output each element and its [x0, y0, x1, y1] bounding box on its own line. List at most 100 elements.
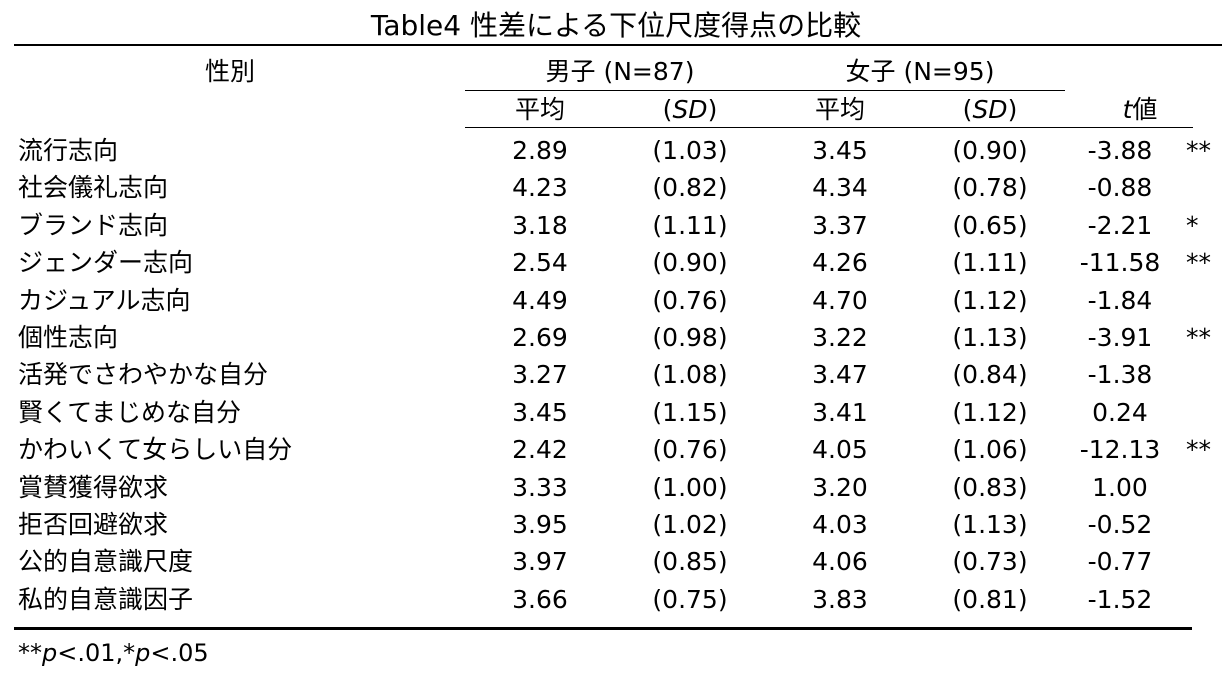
male-mean-cell: 3.18: [512, 211, 568, 240]
female-mean-cell: 4.05: [812, 435, 868, 464]
female-mean-cell: 4.70: [812, 286, 868, 315]
sd-symbol: SD: [972, 95, 1008, 124]
header-t-value: t値: [1080, 95, 1200, 125]
footnote: **p<.01,*p<.05: [18, 638, 209, 668]
female-mean-cell: 3.41: [812, 398, 868, 427]
female-sd-cell: (1.13): [952, 510, 1028, 539]
female-sd-cell: (0.81): [952, 585, 1028, 614]
significance-cell: *: [1186, 211, 1199, 240]
t-value-cell: -3.88: [1087, 136, 1153, 165]
male-sd-cell: (1.08): [652, 360, 728, 389]
t-value-cell: -3.91: [1087, 323, 1153, 352]
header-male-group: 男子 (N=87): [545, 57, 695, 86]
male-sd-cell: (0.90): [652, 248, 728, 277]
female-sd-cell: (0.73): [952, 547, 1028, 576]
male-sd-cell: (0.76): [652, 286, 728, 315]
male-mean-cell: 3.27: [512, 360, 568, 389]
footnote-threshold-2: <.05: [150, 639, 209, 667]
t-value-cell: -12.13: [1079, 435, 1161, 464]
significance-cell: **: [1186, 136, 1211, 165]
footnote-p-1: p: [42, 639, 58, 667]
male-sd-cell: (0.98): [652, 323, 728, 352]
row-label: 賞賛獲得欲求: [18, 473, 169, 502]
female-sd-cell: (1.11): [952, 248, 1028, 277]
male-mean-cell: 2.69: [512, 323, 568, 352]
female-mean-cell: 4.03: [812, 510, 868, 539]
female-sd-cell: (0.83): [952, 473, 1028, 502]
male-mean-cell: 3.66: [512, 585, 568, 614]
bottom-rule: [14, 627, 1192, 630]
footnote-stars-2: **: [18, 639, 42, 667]
female-mean-cell: 3.45: [812, 136, 868, 165]
t-value-cell: -1.84: [1087, 286, 1153, 315]
footnote-stars-1: *: [123, 639, 136, 667]
male-mean-cell: 2.54: [512, 248, 568, 277]
row-label: 個性志向: [18, 323, 119, 352]
table-title: Table4 性差による下位尺度得点の比較: [370, 9, 862, 42]
row-label: 公的自意識尺度: [18, 547, 194, 576]
male-sd-cell: (0.85): [652, 547, 728, 576]
female-mean-cell: 4.06: [812, 547, 868, 576]
male-sd-cell: (1.00): [652, 473, 728, 502]
female-sd-cell: (0.65): [952, 211, 1028, 240]
row-label: ブランド志向: [18, 211, 169, 240]
header-gender-label: 性別: [204, 57, 255, 86]
male-sd-cell: (1.03): [652, 136, 728, 165]
female-mean-cell: 4.34: [812, 173, 868, 202]
t-value-cell: 0.24: [1092, 398, 1148, 427]
female-mean-cell: 3.37: [812, 211, 868, 240]
row-label: 流行志向: [18, 136, 119, 165]
female-mean-cell: 3.20: [812, 473, 868, 502]
female-sd-cell: (1.13): [952, 323, 1028, 352]
female-sd-cell: (0.90): [952, 136, 1028, 165]
significance-cell: **: [1186, 435, 1211, 464]
female-sd-cell: (0.78): [952, 173, 1028, 202]
female-mean-cell: 3.83: [812, 585, 868, 614]
sd-symbol: SD: [672, 95, 708, 124]
row-label: かわいくて女らしい自分: [18, 435, 293, 464]
t-value-cell: -1.52: [1087, 585, 1153, 614]
row-label: 私的自意識因子: [18, 585, 194, 614]
male-mean-cell: 3.33: [512, 473, 568, 502]
row-label: 賢くてまじめな自分: [18, 398, 242, 427]
significance-cell: **: [1186, 248, 1211, 277]
header-rule: [465, 127, 1193, 128]
t-value-cell: -1.38: [1087, 360, 1153, 389]
footnote-threshold-1: <.01,: [57, 639, 124, 667]
male-mean-cell: 2.42: [512, 435, 568, 464]
header-male-mean: 平均: [514, 95, 565, 124]
t-value-cell: -0.52: [1087, 510, 1153, 539]
male-mean-cell: 4.23: [512, 173, 568, 202]
male-sd-cell: (1.15): [652, 398, 728, 427]
male-sd-cell: (1.02): [652, 510, 728, 539]
t-value-cell: -0.77: [1087, 547, 1153, 576]
female-mean-cell: 3.47: [812, 360, 868, 389]
header-female-group: 女子 (N=95): [845, 57, 995, 86]
male-mean-cell: 4.49: [512, 286, 568, 315]
male-sd-cell: (1.11): [652, 211, 728, 240]
female-sd-cell: (1.06): [952, 435, 1028, 464]
row-label: 活発でさわやかな自分: [18, 360, 269, 389]
t-value-cell: -2.21: [1087, 211, 1153, 240]
female-sd-cell: (1.12): [952, 286, 1028, 315]
female-mean-cell: 4.26: [812, 248, 868, 277]
t-value-cell: -11.58: [1079, 248, 1161, 277]
header-female-sd: (SD): [962, 95, 1018, 124]
male-mean-cell: 3.45: [512, 398, 568, 427]
t-symbol: t: [1122, 95, 1133, 124]
male-sd-cell: (0.76): [652, 435, 728, 464]
male-mean-cell: 3.97: [512, 547, 568, 576]
male-mean-cell: 2.89: [512, 136, 568, 165]
male-sd-cell: (0.75): [652, 585, 728, 614]
female-sd-cell: (0.84): [952, 360, 1028, 389]
row-label: ジェンダー志向: [18, 248, 194, 277]
female-mean-cell: 3.22: [812, 323, 868, 352]
male-mean-cell: 3.95: [512, 510, 568, 539]
group-rule: [465, 90, 1065, 91]
header-male-sd: (SD): [662, 95, 718, 124]
t-value-cell: 1.00: [1092, 473, 1148, 502]
male-sd-cell: (0.82): [652, 173, 728, 202]
row-label: 拒否回避欲求: [18, 510, 169, 539]
significance-cell: **: [1186, 323, 1211, 352]
female-sd-cell: (1.12): [952, 398, 1028, 427]
